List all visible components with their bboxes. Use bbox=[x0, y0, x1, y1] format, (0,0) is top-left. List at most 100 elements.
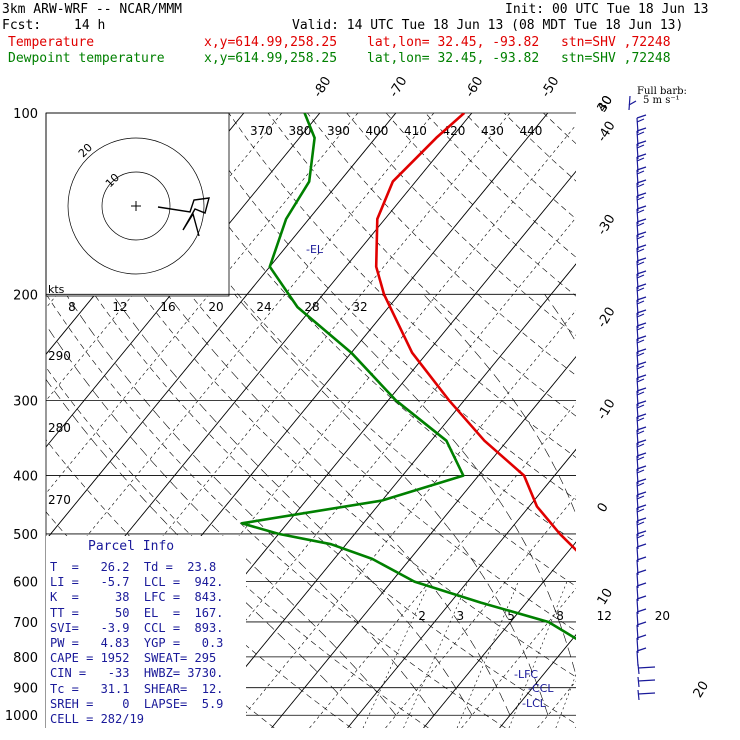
pressure-label: 300 bbox=[13, 394, 38, 409]
full-barb-label: Full barb: bbox=[637, 86, 687, 97]
isotherm-line bbox=[271, 355, 576, 728]
dry-adiabat-line bbox=[46, 140, 576, 678]
wind-barb-flag bbox=[637, 666, 656, 669]
pressure-label: 700 bbox=[13, 616, 38, 631]
parcel-info-row: CAPE = 1952 SWEAT= 295 bbox=[50, 651, 217, 666]
forecast-label: Fcst: bbox=[2, 18, 42, 33]
wind-barb-flag bbox=[636, 413, 647, 418]
hodograph-frame bbox=[45, 112, 230, 297]
isotherm-line bbox=[575, 726, 576, 728]
wind-barb-staff bbox=[637, 689, 640, 701]
wind-barb-flag bbox=[636, 508, 645, 513]
wind-barb-flag bbox=[636, 443, 645, 448]
parcel-info-panel: Parcel Info T = 26.2 Td = 23.8 LI = -5.7 … bbox=[46, 536, 246, 728]
wind-barb-flag bbox=[637, 692, 656, 695]
dry-adiabat-line bbox=[346, 113, 576, 336]
moist-adiabat-line bbox=[65, 294, 435, 716]
wind-barb-flag bbox=[636, 205, 647, 210]
wind-barb-flag bbox=[636, 647, 647, 652]
parcel-info-title: Parcel Info bbox=[88, 539, 175, 554]
wind-barb-flag bbox=[636, 482, 645, 487]
theta-label: 420 bbox=[443, 124, 466, 138]
isotherm-label: 0 bbox=[595, 500, 612, 515]
dry-adiabat-line bbox=[189, 113, 576, 500]
isotherm-label: -60 bbox=[463, 74, 487, 100]
mixing-ratio-label: 20 bbox=[655, 609, 670, 623]
wind-barb-flag bbox=[636, 322, 647, 327]
wind-barb-flag bbox=[636, 326, 645, 331]
wind-barb-flag bbox=[636, 452, 647, 457]
dry-adiabat-label: 280 bbox=[48, 421, 71, 435]
dry-adiabat-line bbox=[149, 113, 576, 543]
wind-barb-flag bbox=[636, 339, 645, 344]
wind-barb-flag bbox=[636, 114, 647, 119]
isotherm-line bbox=[347, 448, 576, 728]
wind-barb-flag bbox=[636, 404, 645, 409]
isotherm-line bbox=[46, 113, 359, 494]
wind-barb-flag bbox=[636, 144, 645, 149]
wind-barb-flag bbox=[636, 378, 645, 383]
moist-adiabat-line bbox=[658, 294, 701, 715]
wind-barb-flag bbox=[636, 235, 645, 240]
wind-barb-flag bbox=[636, 335, 647, 340]
hodograph-unit-label: kts bbox=[48, 283, 65, 296]
dry-adiabat-line bbox=[661, 113, 740, 728]
parcel-info-row: Tc = 31.1 SHEAR= 12. bbox=[50, 681, 224, 696]
wind-barb-staff bbox=[636, 650, 639, 667]
pressure-label: 200 bbox=[13, 288, 38, 303]
pressure-label: 500 bbox=[13, 528, 38, 543]
wind-barb-flag bbox=[636, 352, 645, 357]
wind-barb-flag bbox=[636, 222, 645, 227]
isotherm-line bbox=[233, 309, 576, 728]
wind-barb-flag bbox=[636, 218, 647, 223]
mixing-ratio-label: 2 bbox=[418, 609, 426, 623]
wind-barb-flag bbox=[636, 270, 647, 275]
pressure-label: 1000 bbox=[5, 709, 38, 724]
wind-barb-flag bbox=[636, 634, 647, 639]
hodograph-speed-label: 12 bbox=[112, 300, 127, 314]
isotherm-label: -10 bbox=[595, 397, 619, 423]
wind-barb-flag bbox=[636, 569, 647, 574]
temperature-latlon: lat,lon= 32.45, -93.82 bbox=[367, 35, 540, 50]
wind-barb-flag bbox=[636, 157, 645, 162]
el-annotation: -EL bbox=[306, 243, 324, 256]
wind-barb-flag bbox=[636, 140, 647, 145]
wind-barb-flag bbox=[636, 439, 647, 444]
dry-adiabat-line bbox=[503, 113, 576, 182]
theta-label: 400 bbox=[366, 124, 389, 138]
pressure-label: 900 bbox=[13, 682, 38, 697]
pressure-label: 400 bbox=[13, 470, 38, 485]
parcel-info-row: LI = -5.7 LCL = 942. bbox=[50, 575, 224, 590]
hodograph-speed-label: 24 bbox=[256, 300, 271, 314]
dry-adiabat-line bbox=[46, 293, 506, 728]
wind-barb-flag bbox=[636, 469, 645, 474]
isotherm-line bbox=[652, 113, 740, 728]
wind-barb-flag bbox=[636, 517, 647, 522]
wind-barb-flag bbox=[636, 118, 645, 123]
isotherm-line bbox=[423, 541, 576, 728]
wind-barb-flag bbox=[636, 595, 647, 600]
wind-barb-flag bbox=[636, 495, 645, 500]
isotherm-label: -30 bbox=[595, 212, 619, 238]
pressure-label: 100 bbox=[13, 107, 38, 122]
dry-adiabat-line bbox=[307, 113, 576, 376]
wind-barb-flag bbox=[636, 543, 647, 548]
parcel-info-row: SREH = 0 LAPSE= 5.9 bbox=[50, 696, 224, 711]
dry-adiabat-label: 270 bbox=[48, 493, 71, 507]
wind-barb-flag bbox=[636, 621, 647, 626]
temperature-xy: x,y=614.99,258.25 bbox=[204, 35, 338, 50]
wind-barb-flag bbox=[636, 300, 645, 305]
wind-barb-flag bbox=[636, 309, 647, 314]
parcel-info-row: T = 26.2 Td = 23.8 bbox=[50, 560, 217, 574]
dry-adiabat-line bbox=[228, 113, 576, 458]
temperature-profile bbox=[374, 113, 576, 552]
isotherm-line bbox=[461, 587, 576, 728]
lcl-annotation: -LCL bbox=[522, 697, 547, 710]
wind-barb-flag bbox=[636, 131, 645, 136]
wind-barb-flag bbox=[636, 170, 645, 175]
dewpoint-profile bbox=[240, 113, 576, 641]
wind-barb-flag bbox=[636, 556, 647, 561]
sample-barb-icon bbox=[628, 95, 631, 111]
wind-barb-flag bbox=[636, 361, 647, 366]
pressure-label: 600 bbox=[13, 576, 38, 591]
